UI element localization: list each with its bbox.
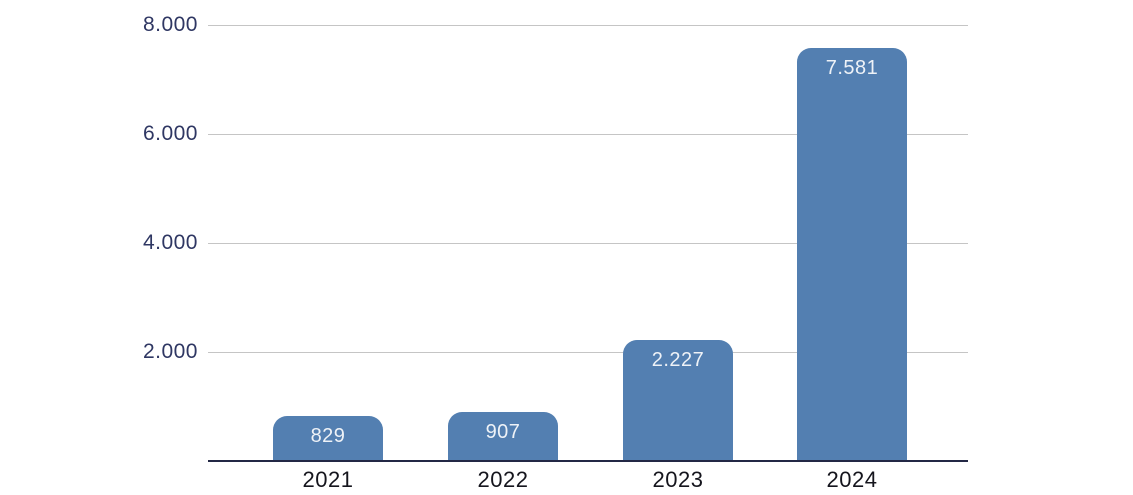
bar-value-label: 2.227	[651, 349, 705, 371]
bar-value-label: 7.581	[825, 57, 879, 79]
x-axis-label-2021: 2021	[302, 467, 354, 492]
x-axis-label-2024: 2024	[826, 467, 878, 492]
gridline	[208, 25, 968, 26]
bar-value-label: 907	[485, 421, 521, 443]
bar-2023: 2.227	[623, 340, 733, 461]
y-axis-tick-label: 6.000	[142, 122, 198, 145]
y-axis-tick-label: 2.000	[142, 340, 198, 363]
x-axis-line	[208, 460, 968, 462]
bar-2022: 907	[448, 412, 558, 461]
bar-2024: 7.581	[797, 48, 907, 461]
y-axis-tick-label: 8.000	[142, 13, 198, 36]
x-axis-label-2022: 2022	[477, 467, 529, 492]
gridline	[208, 134, 968, 135]
bar-value-label: 829	[310, 425, 346, 447]
y-axis-tick-label: 4.000	[142, 231, 198, 254]
gridline	[208, 352, 968, 353]
bar-2021: 829	[273, 416, 383, 461]
x-axis-label-2023: 2023	[652, 467, 704, 492]
gridline	[208, 243, 968, 244]
